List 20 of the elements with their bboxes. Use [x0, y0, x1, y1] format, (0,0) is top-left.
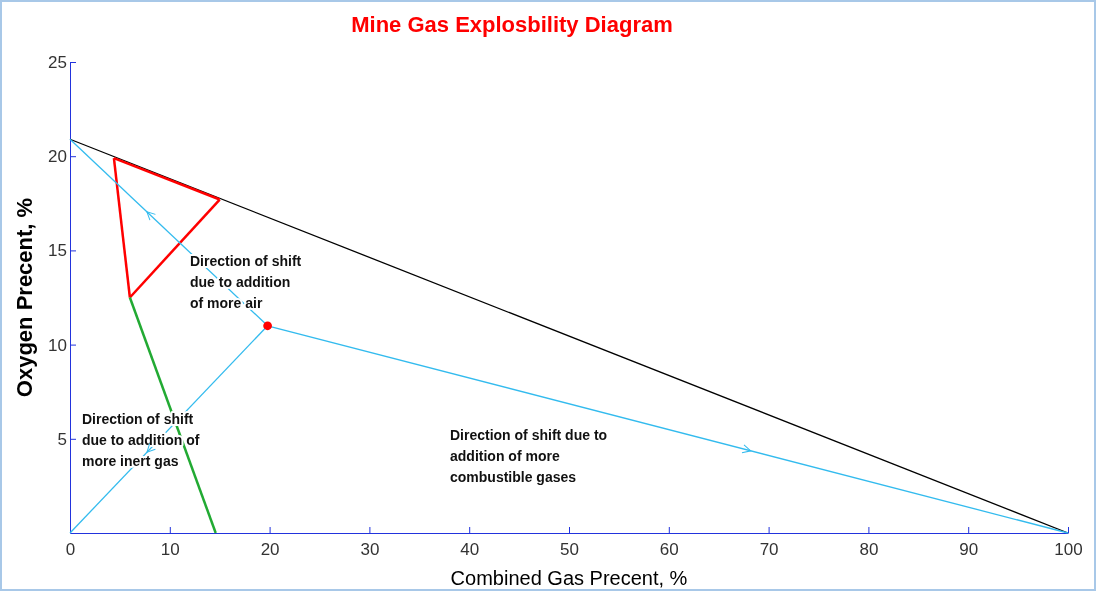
- x-tick-label: 60: [659, 539, 679, 559]
- chart-title: Mine Gas Explosbility Diagram: [351, 12, 673, 37]
- annotation: Direction of shift due to addition of more combustible gases: [450, 427, 608, 485]
- y-tick-label: 5: [57, 429, 67, 449]
- y-tick-label: 15: [48, 241, 67, 261]
- x-tick-label: 80: [859, 539, 879, 559]
- x-tick-label: 40: [460, 539, 480, 559]
- x-tick-label: 20: [260, 539, 280, 559]
- x-tick-label: 100: [1054, 539, 1083, 559]
- x-tick-label: 70: [759, 539, 779, 559]
- x-tick-label: 0: [65, 539, 76, 559]
- x-tick-label: 30: [360, 539, 380, 559]
- x-tick-label: 90: [959, 539, 979, 559]
- y-tick-label: 10: [48, 335, 67, 355]
- y-tick-label: 20: [48, 147, 67, 167]
- x-tick-label: 50: [560, 539, 579, 559]
- y-axis-title: Oxygen Precent, %: [12, 197, 37, 398]
- y-tick-label: 25: [48, 52, 67, 72]
- x-axis-title: Combined Gas Precent, %: [450, 567, 688, 589]
- x-tick-label: 10: [160, 539, 180, 559]
